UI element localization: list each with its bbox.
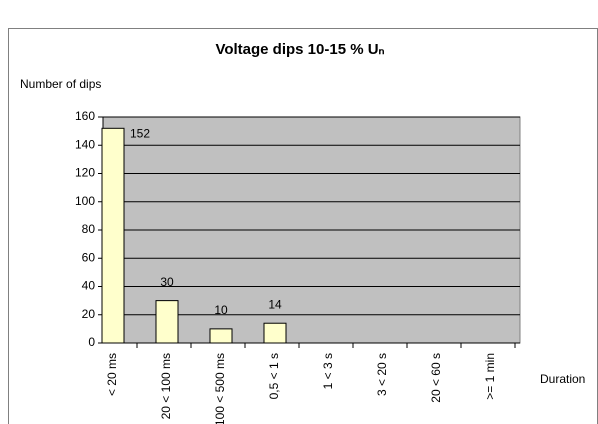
value-label: 14: [268, 297, 282, 311]
bar: [155, 300, 179, 344]
value-label: 10: [214, 303, 228, 317]
y-tick-label: 20: [82, 307, 96, 321]
bar: [101, 127, 125, 344]
y-tick-label: 160: [75, 109, 95, 123]
x-tick-label: 100 < 500 ms: [213, 353, 227, 424]
value-label: 152: [130, 126, 150, 140]
x-tick-label: 3 < 20 s: [375, 353, 389, 396]
y-tick-label: 140: [75, 137, 95, 151]
y-tick-label: 60: [82, 250, 96, 264]
x-axis-label: Duration: [540, 372, 585, 386]
bar: [263, 322, 287, 344]
y-tick-label: 120: [75, 166, 95, 180]
x-tick-label: 1 < 3 s: [321, 353, 335, 389]
x-tick-label: 20 < 100 ms: [159, 353, 173, 419]
y-tick-label: 0: [88, 335, 95, 349]
bar: [209, 328, 233, 344]
chart-title: Voltage dips 10-15 % Uₙ: [215, 41, 384, 58]
y-tick-label: 80: [82, 222, 96, 236]
x-tick-label: >= 1 min: [483, 353, 497, 400]
y-tick-label: 40: [82, 279, 96, 293]
x-tick-label: 20 < 60 s: [429, 353, 443, 403]
y-axis-label: Number of dips: [20, 77, 101, 91]
value-label: 30: [160, 275, 174, 289]
x-tick-label: < 20 ms: [105, 353, 119, 396]
x-tick-label: 0,5 < 1 s: [267, 353, 281, 399]
y-tick-label: 100: [75, 194, 95, 208]
